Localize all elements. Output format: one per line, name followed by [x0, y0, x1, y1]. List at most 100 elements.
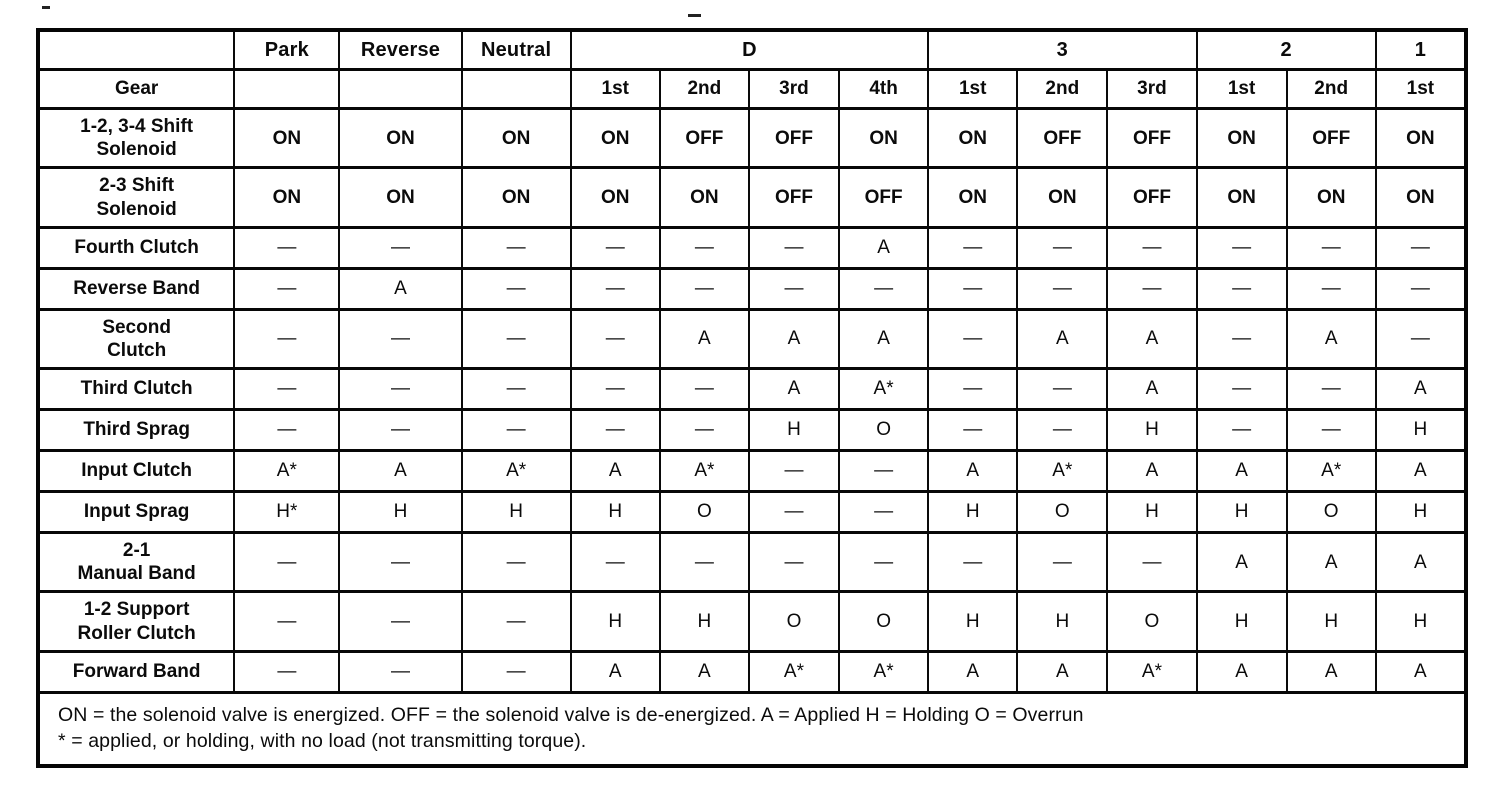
cell: — [927, 531, 1019, 594]
clutch-band-application-chart: Park Reverse Neutral D 3 2 1 Gear 1st 2nd 3rd 4th 1… [36, 28, 1468, 769]
gear-cell-1st-7: 1st [927, 68, 1019, 110]
cell: — [1016, 367, 1109, 412]
gear-cell-1st-10: 1st [1195, 68, 1288, 110]
range-header-1: 1 [1374, 28, 1468, 71]
cell: H [569, 590, 661, 653]
cell: A [927, 449, 1019, 494]
cell: — [1374, 225, 1468, 270]
scan-artifact-top [688, 14, 701, 17]
cell: A* [233, 449, 341, 494]
cell: ON [1195, 106, 1288, 170]
cell: ON [233, 166, 341, 229]
cell: A* [747, 649, 841, 694]
cell: OFF [747, 166, 841, 229]
row-label: Input Sprag [36, 490, 236, 535]
cell: A [1285, 649, 1377, 694]
cell: — [747, 490, 841, 535]
cell: H [1106, 490, 1198, 535]
cell: ON [460, 106, 572, 170]
cell: A [1374, 649, 1468, 694]
cell: — [1285, 408, 1377, 453]
cell: A [1195, 649, 1288, 694]
row-third-sprag: Third Sprag — — — — — H O — — H — — H [36, 408, 1468, 453]
cell: H [1106, 408, 1198, 453]
cell: O [1285, 490, 1377, 535]
cell: A* [1106, 649, 1198, 694]
cell: — [658, 408, 750, 453]
cell: — [338, 649, 463, 694]
cell: — [233, 590, 341, 653]
gear-cell-blank-1 [338, 68, 463, 110]
cell: — [838, 531, 930, 594]
cell: A [569, 449, 661, 494]
cell: — [233, 225, 341, 270]
cell: — [460, 225, 572, 270]
cell: O [1016, 490, 1109, 535]
cell: — [1016, 531, 1109, 594]
row-label: Third Sprag [36, 408, 236, 453]
cell: — [460, 266, 572, 311]
cell: — [927, 266, 1019, 311]
row-input-clutch: Input Clutch A* A A* A A* — — A A* A A A* A [36, 449, 1468, 494]
cell: ON [1016, 166, 1109, 229]
row-third-clutch: Third Clutch — — — — — A A* — — A — — A [36, 367, 1468, 412]
cell: A [1195, 449, 1288, 494]
cell: — [569, 307, 661, 371]
range-header-reverse: Reverse [338, 28, 463, 71]
cell: H [927, 590, 1019, 653]
gear-cell-4th-6: 4th [838, 68, 930, 110]
cell: — [233, 266, 341, 311]
row-label: 2-1 Manual Band [36, 531, 236, 594]
row-label: 1-2, 3-4 Shift Solenoid [36, 106, 236, 170]
cell: ON [1374, 106, 1468, 170]
legend-row: ON = the solenoid valve is energized. OF… [37, 690, 1467, 768]
cell: ON [658, 166, 750, 229]
cell: ON [569, 166, 661, 229]
cell: A [1374, 367, 1468, 412]
cell: H [1285, 590, 1377, 653]
cell: A [1374, 531, 1468, 594]
cell: — [233, 367, 341, 412]
gear-cell-2nd-4: 2nd [658, 68, 750, 110]
cell: — [338, 590, 463, 653]
cell: — [338, 367, 463, 412]
gear-cell-2nd-11: 2nd [1285, 68, 1377, 110]
cell: — [1195, 367, 1288, 412]
range-header-neutral: Neutral [460, 28, 572, 71]
cell: H [927, 490, 1019, 535]
cell: — [747, 225, 841, 270]
cell: — [927, 408, 1019, 453]
gear-cell-blank-0 [233, 68, 341, 110]
cell: — [1374, 307, 1468, 371]
cell: — [747, 266, 841, 311]
row-label: Second Clutch [36, 307, 236, 371]
range-header-d: D [569, 28, 930, 71]
cell: H [338, 490, 463, 535]
cell: A [1285, 531, 1377, 594]
cell: OFF [1106, 106, 1198, 170]
cell: — [460, 590, 572, 653]
gear-cell-1st-12: 1st [1374, 68, 1468, 110]
range-header-2: 2 [1195, 28, 1377, 71]
cell: — [1195, 266, 1288, 311]
cell: A [1195, 531, 1288, 594]
cell: — [338, 225, 463, 270]
range-header-row: Park Reverse Neutral D 3 2 1 [36, 28, 1468, 71]
row-label: Forward Band [36, 649, 236, 694]
cell: A [569, 649, 661, 694]
cell: — [838, 449, 930, 494]
row-label: Third Clutch [36, 367, 236, 412]
cell: — [838, 266, 930, 311]
cell: — [1106, 225, 1198, 270]
cell: — [338, 531, 463, 594]
cell: A* [460, 449, 572, 494]
cell: ON [1285, 166, 1377, 229]
legend-line-1: ON = the solenoid valve is energized. OF… [58, 703, 1084, 726]
cell: ON [927, 106, 1019, 170]
cell: A* [658, 449, 750, 494]
cell: A [1016, 307, 1109, 371]
cell: — [569, 531, 661, 594]
cell: A [747, 307, 841, 371]
gear-cell-2nd-8: 2nd [1016, 68, 1109, 110]
